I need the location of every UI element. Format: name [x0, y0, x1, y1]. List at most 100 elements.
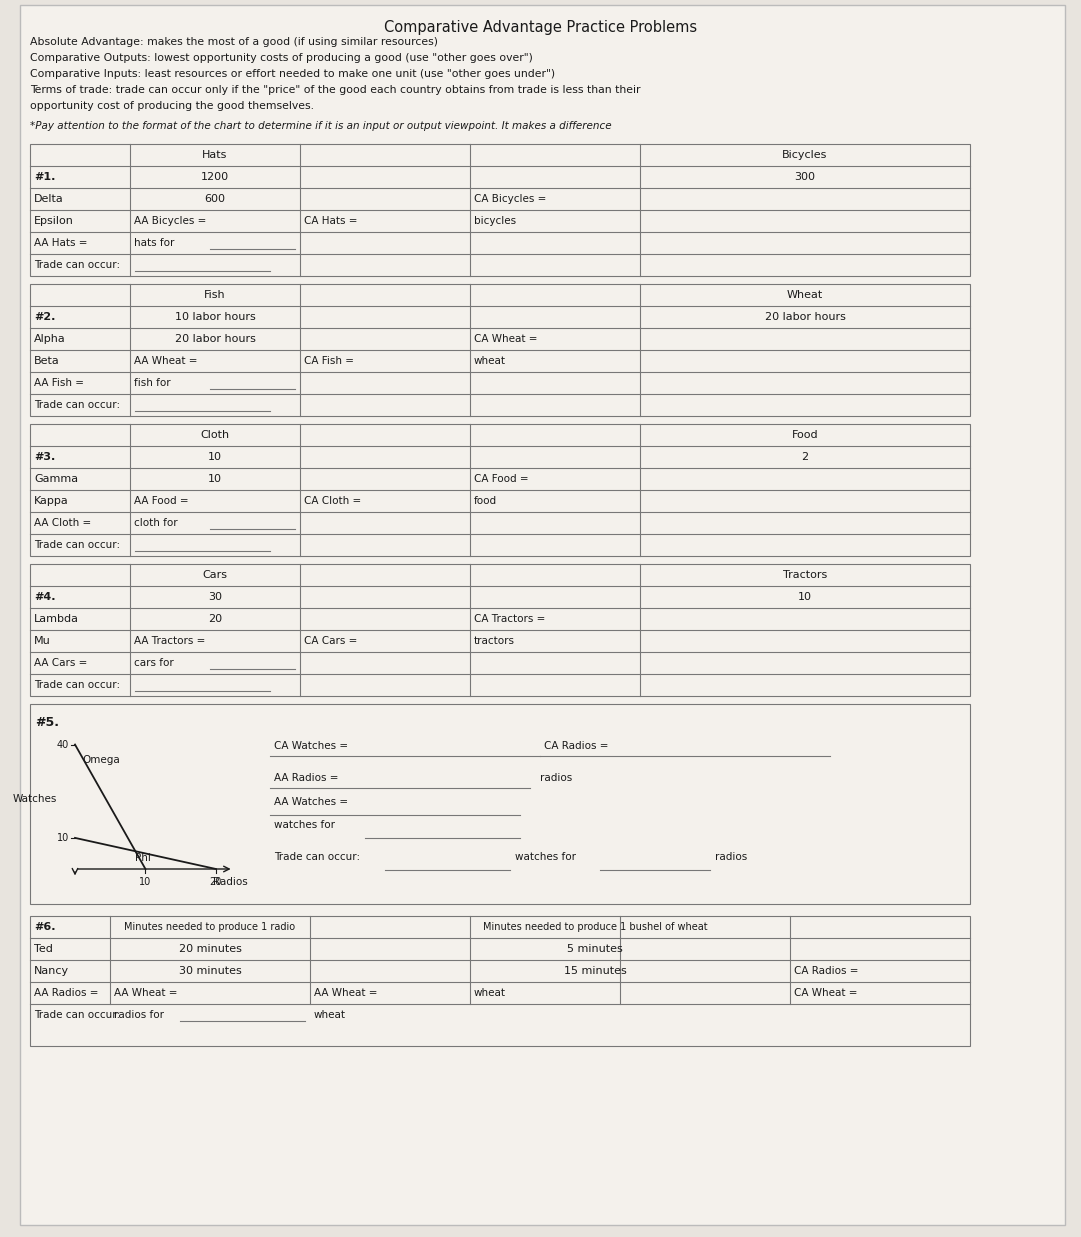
Text: radios: radios [540, 773, 572, 783]
Text: CA Cloth =: CA Cloth = [304, 496, 361, 506]
Text: radios: radios [715, 852, 747, 862]
Text: AA Radios =: AA Radios = [34, 988, 98, 998]
Text: *Pay attention to the format of the chart to determine if it is an input or outp: *Pay attention to the format of the char… [30, 121, 612, 131]
Text: Wheat: Wheat [787, 289, 823, 301]
Text: CA Cars =: CA Cars = [304, 636, 358, 646]
Text: hats for: hats for [134, 238, 174, 247]
Text: Lambda: Lambda [34, 614, 79, 623]
Text: 30 minutes: 30 minutes [178, 966, 241, 976]
Text: 10: 10 [139, 877, 151, 887]
Text: Kappa: Kappa [34, 496, 69, 506]
Text: Trade can occur:: Trade can occur: [34, 1009, 123, 1021]
Text: AA Wheat =: AA Wheat = [313, 988, 377, 998]
Text: 20 labor hours: 20 labor hours [174, 334, 255, 344]
Bar [30, 564, 970, 696]
Text: AA Food =: AA Food = [134, 496, 188, 506]
Text: Cars: Cars [202, 570, 227, 580]
Text: wheat: wheat [313, 1009, 346, 1021]
Text: #2.: #2. [34, 312, 55, 322]
Text: Cloth: Cloth [200, 430, 229, 440]
Bar [30, 917, 970, 1047]
Text: Trade can occur:: Trade can occur: [34, 400, 123, 409]
Text: AA Hats =: AA Hats = [34, 238, 88, 247]
Text: CA Food =: CA Food = [473, 474, 529, 484]
Text: 10: 10 [798, 593, 812, 602]
Text: Trade can occur:: Trade can occur: [34, 541, 123, 550]
Text: AA Cars =: AA Cars = [34, 658, 88, 668]
Text: Absolute Advantage: makes the most of a good (if using similar resources): Absolute Advantage: makes the most of a … [30, 37, 438, 47]
Text: Comparative Inputs: least resources or effort needed to make one unit (use "othe: Comparative Inputs: least resources or e… [30, 69, 556, 79]
Text: 30: 30 [208, 593, 222, 602]
Text: CA Tractors =: CA Tractors = [473, 614, 546, 623]
Text: #5.: #5. [35, 716, 59, 729]
Text: 10 labor hours: 10 labor hours [175, 312, 255, 322]
Text: CA Fish =: CA Fish = [304, 356, 353, 366]
Text: CA Radios =: CA Radios = [544, 741, 609, 751]
Text: AA Wheat =: AA Wheat = [134, 356, 198, 366]
Text: AA Cloth =: AA Cloth = [34, 518, 91, 528]
Text: Hats: Hats [202, 150, 228, 160]
Text: Phi: Phi [135, 854, 150, 863]
Text: wheat: wheat [473, 356, 506, 366]
Text: 20 labor hours: 20 labor hours [764, 312, 845, 322]
Text: 40: 40 [56, 740, 69, 750]
Text: 20 minutes: 20 minutes [178, 944, 241, 954]
Text: CA Radios =: CA Radios = [795, 966, 858, 976]
Text: CA Bicycles =: CA Bicycles = [473, 194, 546, 204]
Text: food: food [473, 496, 497, 506]
Text: CA Wheat =: CA Wheat = [473, 334, 537, 344]
Bar [30, 285, 970, 416]
Text: #3.: #3. [34, 452, 55, 461]
Text: 600: 600 [204, 194, 226, 204]
Text: AA Fish =: AA Fish = [34, 379, 84, 388]
Text: 15 minutes: 15 minutes [563, 966, 626, 976]
Text: 1200: 1200 [201, 172, 229, 182]
Text: Minutes needed to produce 1 bushel of wheat: Minutes needed to produce 1 bushel of wh… [483, 922, 707, 931]
Bar [30, 143, 970, 276]
Text: Ted: Ted [34, 944, 53, 954]
Text: 20: 20 [208, 614, 222, 623]
Text: AA Watches =: AA Watches = [273, 797, 348, 807]
Text: 300: 300 [795, 172, 815, 182]
Text: Gamma: Gamma [34, 474, 78, 484]
Text: tractors: tractors [473, 636, 515, 646]
Text: Tractors: Tractors [783, 570, 827, 580]
Text: 10: 10 [56, 833, 69, 842]
Text: Alpha: Alpha [34, 334, 66, 344]
Text: Trade can occur:: Trade can occur: [34, 680, 123, 690]
Text: CA Wheat =: CA Wheat = [795, 988, 857, 998]
Bar [30, 704, 970, 904]
Text: #6.: #6. [34, 922, 55, 931]
Text: Radios: Radios [213, 877, 248, 887]
Text: Watches: Watches [13, 794, 57, 804]
Text: Food: Food [791, 430, 818, 440]
Text: Omega: Omega [82, 755, 120, 766]
Text: Bicycles: Bicycles [783, 150, 828, 160]
Text: wheat: wheat [473, 988, 506, 998]
Text: AA Tractors =: AA Tractors = [134, 636, 205, 646]
Text: Fish: Fish [204, 289, 226, 301]
Text: CA Hats =: CA Hats = [304, 216, 358, 226]
Text: AA Bicycles =: AA Bicycles = [134, 216, 206, 226]
Text: watches for: watches for [273, 820, 335, 830]
Text: Trade can occur:: Trade can occur: [34, 260, 123, 270]
Text: Comparative Outputs: lowest opportunity costs of producing a good (use "other go: Comparative Outputs: lowest opportunity … [30, 53, 533, 63]
Text: bicycles: bicycles [473, 216, 516, 226]
Text: #4.: #4. [34, 593, 55, 602]
Text: CA Watches =: CA Watches = [273, 741, 348, 751]
Text: Terms of trade: trade can occur only if the "price" of the good each country obt: Terms of trade: trade can occur only if … [30, 85, 641, 95]
Bar [30, 424, 970, 555]
Text: Mu: Mu [34, 636, 51, 646]
Text: #1.: #1. [34, 172, 55, 182]
Text: AA Radios =: AA Radios = [273, 773, 338, 783]
Text: Beta: Beta [34, 356, 59, 366]
Text: fish for: fish for [134, 379, 171, 388]
Text: cloth for: cloth for [134, 518, 177, 528]
Text: Trade can occur:: Trade can occur: [273, 852, 363, 862]
Text: AA Wheat =: AA Wheat = [114, 988, 177, 998]
Text: 5 minutes: 5 minutes [568, 944, 623, 954]
Text: radios for: radios for [114, 1009, 164, 1021]
Text: 20: 20 [210, 877, 222, 887]
Text: Delta: Delta [34, 194, 64, 204]
Text: 10: 10 [208, 474, 222, 484]
